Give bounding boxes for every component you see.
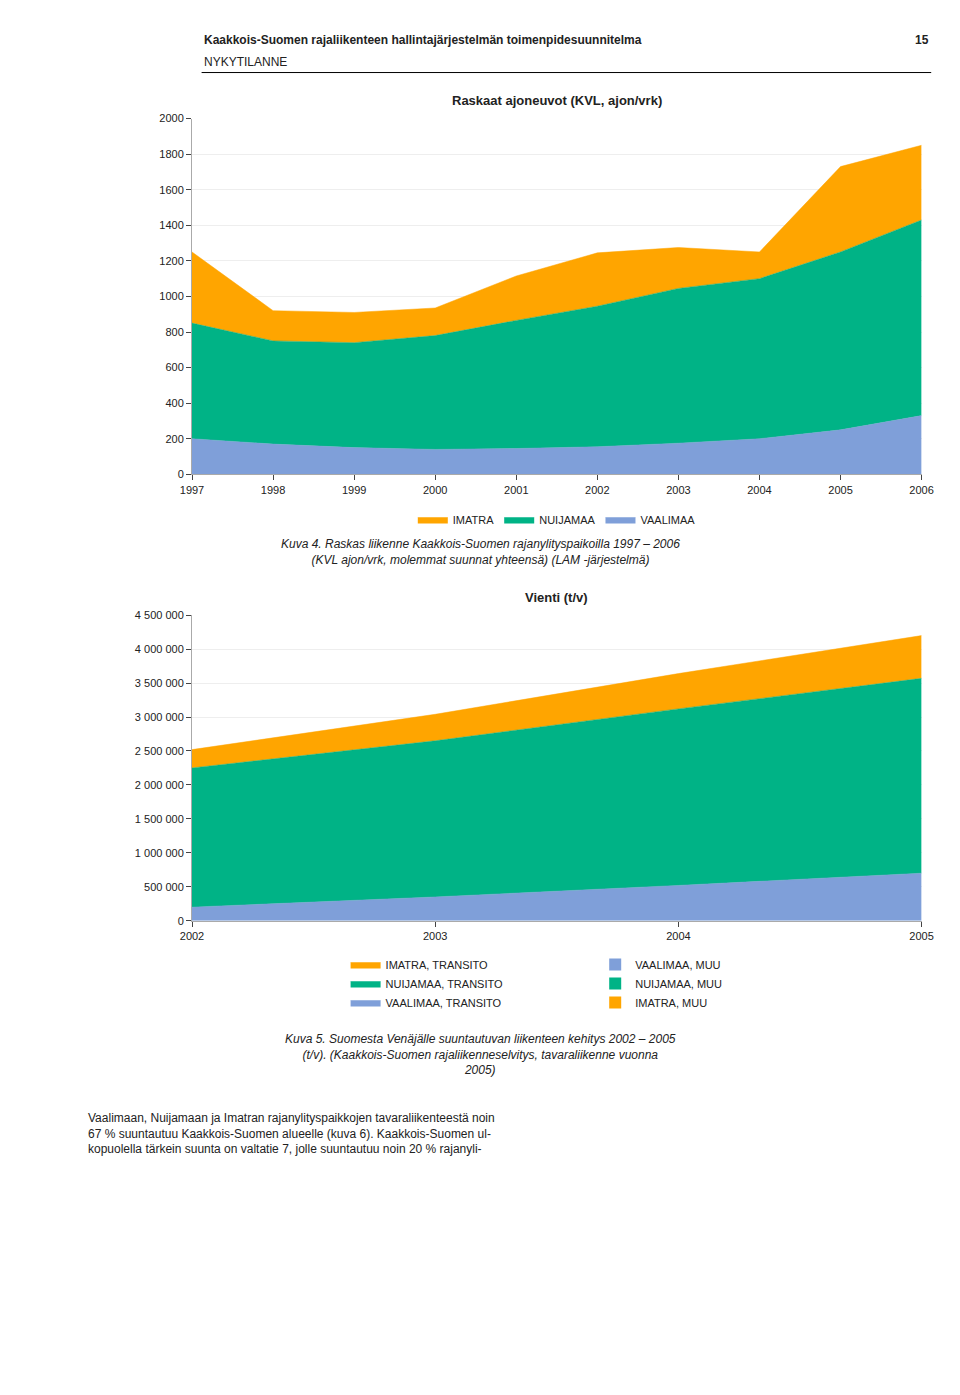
svg-text:2004: 2004 <box>747 484 771 496</box>
svg-text:1 500 000: 1 500 000 <box>135 813 184 825</box>
svg-text:1000: 1000 <box>159 290 183 302</box>
svg-text:Vaalimaan, Nuijamaan ja Imatra: Vaalimaan, Nuijamaan ja Imatran rajanyli… <box>88 1111 495 1156</box>
svg-text:1400: 1400 <box>159 219 183 231</box>
svg-text:IMATRA, MUU: IMATRA, MUU <box>635 997 707 1009</box>
svg-text:2001: 2001 <box>504 484 528 496</box>
svg-text:4 000 000: 4 000 000 <box>135 643 184 655</box>
svg-text:500 000: 500 000 <box>144 881 184 893</box>
svg-text:2002: 2002 <box>585 484 609 496</box>
svg-text:Kaakkois-Suomen rajaliikenteen: Kaakkois-Suomen rajaliikenteen hallintaj… <box>204 33 642 47</box>
svg-text:2003: 2003 <box>666 484 690 496</box>
svg-text:Kuva 5. Suomesta Venäjälle suu: Kuva 5. Suomesta Venäjälle suuntautuvan … <box>285 1032 676 1077</box>
svg-text:1998: 1998 <box>261 484 285 496</box>
svg-text:0: 0 <box>178 468 184 480</box>
svg-text:NUIJAMAA, TRANSITO: NUIJAMAA, TRANSITO <box>386 978 503 990</box>
svg-text:NYKYTILANNE: NYKYTILANNE <box>204 55 287 69</box>
svg-text:VAALIMAA, TRANSITO: VAALIMAA, TRANSITO <box>386 997 502 1009</box>
svg-text:200: 200 <box>165 433 183 445</box>
svg-text:1997: 1997 <box>180 484 204 496</box>
svg-text:3 000 000: 3 000 000 <box>135 711 184 723</box>
svg-text:2 000 000: 2 000 000 <box>135 779 184 791</box>
svg-text:2005: 2005 <box>828 484 852 496</box>
svg-text:15: 15 <box>915 33 929 47</box>
svg-text:1 000 000: 1 000 000 <box>135 847 184 859</box>
svg-text:NUIJAMAA, MUU: NUIJAMAA, MUU <box>635 978 722 990</box>
svg-text:2006: 2006 <box>909 484 933 496</box>
svg-text:IMATRA, TRANSITO: IMATRA, TRANSITO <box>386 959 489 971</box>
svg-text:NUIJAMAA: NUIJAMAA <box>539 514 595 526</box>
svg-text:2003: 2003 <box>423 930 447 942</box>
svg-text:2000: 2000 <box>159 112 183 124</box>
svg-text:800: 800 <box>165 326 183 338</box>
svg-text:1200: 1200 <box>159 255 183 267</box>
svg-text:2 500 000: 2 500 000 <box>135 745 184 757</box>
svg-text:VAALIMAA: VAALIMAA <box>640 514 695 526</box>
svg-text:Kuva 4. Raskas liikenne Kaakko: Kuva 4. Raskas liikenne Kaakkois-Suomen … <box>281 537 680 567</box>
svg-text:1999: 1999 <box>342 484 366 496</box>
svg-text:1800: 1800 <box>159 148 183 160</box>
svg-text:Vienti (t/v): Vienti (t/v) <box>525 590 588 605</box>
svg-text:3 500 000: 3 500 000 <box>135 677 184 689</box>
svg-text:600: 600 <box>165 361 183 373</box>
svg-text:2000: 2000 <box>423 484 447 496</box>
svg-text:Raskaat ajoneuvot (KVL, ajon/v: Raskaat ajoneuvot (KVL, ajon/vrk) <box>452 93 662 108</box>
svg-text:1600: 1600 <box>159 184 183 196</box>
svg-text:2005: 2005 <box>909 930 933 942</box>
svg-text:0: 0 <box>178 915 184 927</box>
svg-text:4 500 000: 4 500 000 <box>135 609 184 621</box>
svg-text:IMATRA: IMATRA <box>453 514 494 526</box>
svg-text:2004: 2004 <box>666 930 690 942</box>
svg-text:2002: 2002 <box>180 930 204 942</box>
svg-text:VAALIMAA, MUU: VAALIMAA, MUU <box>635 959 720 971</box>
svg-text:400: 400 <box>165 397 183 409</box>
